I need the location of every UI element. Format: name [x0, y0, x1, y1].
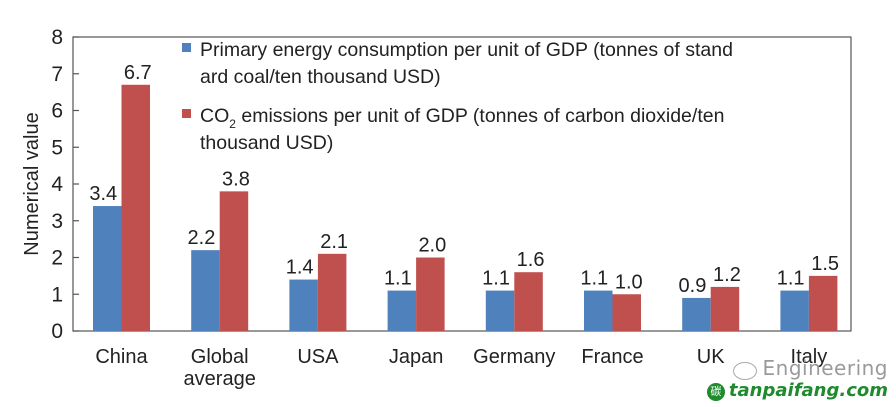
watermark-engineering: Engineering [762, 356, 888, 380]
y-axis-title: Numerical value [21, 112, 43, 255]
legend-swatch-co2 [182, 109, 191, 118]
bar-energy [485, 290, 515, 331]
y-tick-label: 8 [51, 26, 63, 49]
wechat-icon [732, 361, 757, 380]
data-label: 2.0 [418, 235, 446, 257]
bar-co2 [317, 253, 347, 331]
bar-co2 [219, 191, 249, 331]
data-label: 1.4 [286, 257, 314, 279]
bar-co2 [808, 275, 838, 331]
category-label: Italy [791, 346, 828, 368]
category-label: Global [191, 346, 249, 368]
y-tick-label: 2 [51, 247, 63, 270]
data-label: 1.1 [384, 268, 412, 290]
bar-energy [387, 290, 417, 331]
data-label: 1.1 [777, 268, 805, 290]
bar-co2 [612, 294, 641, 331]
category-label: Japan [389, 346, 444, 368]
data-label: 1.5 [811, 253, 839, 275]
data-label: 1.1 [482, 268, 510, 290]
legend-swatch-energy [182, 43, 191, 52]
y-axis: 0 1 2 3 4 5 6 7 8 [51, 26, 79, 343]
category-label: average [184, 368, 256, 390]
data-label: 1.6 [517, 249, 545, 271]
bar-co2 [121, 84, 150, 332]
y-tick-label: 7 [51, 63, 63, 86]
y-tick-label: 0 [51, 320, 63, 343]
y-tick-label: 1 [51, 283, 63, 306]
watermark: Engineering 碳 tanpaifang.com [706, 356, 888, 401]
category-label: France [581, 346, 643, 368]
data-labels: 3.4 6.7 2.2 3.8 1.4 2.1 1.1 2.0 1.1 1.6 1.1 1.0 0.9 1… [89, 62, 839, 297]
data-label: 2.2 [188, 227, 216, 249]
data-label: 1.0 [615, 271, 643, 293]
bar-energy [682, 297, 711, 331]
legend-label-co2-cont: thousand USD) [200, 132, 333, 154]
y-tick-label: 3 [51, 210, 63, 233]
bar-co2 [514, 272, 543, 331]
bar-co2 [710, 286, 740, 331]
y-tick-label: 4 [51, 173, 63, 196]
data-label: 6.7 [124, 62, 152, 84]
data-label: 0.9 [679, 275, 707, 297]
legend-label-energy: Primary energy consumption per unit of G… [200, 39, 733, 61]
data-label: 1.1 [580, 268, 608, 290]
category-label: UK [697, 346, 725, 368]
watermark-site: tanpaifang.com [728, 380, 888, 401]
legend-label-energy-cont: ard coal/ten thousand USD) [200, 66, 441, 88]
category-label: USA [297, 346, 339, 368]
bar-co2 [416, 257, 445, 331]
data-label: 3.8 [222, 168, 250, 190]
data-label: 3.4 [89, 183, 117, 205]
category-label: China [95, 346, 148, 368]
legend: Primary energy consumption per unit of G… [182, 39, 733, 154]
category-label: Germany [473, 346, 555, 368]
data-label: 2.1 [320, 231, 348, 253]
bars [93, 84, 838, 332]
bar-energy [191, 250, 220, 331]
tanpaifang-logo-icon: 碳 [706, 382, 725, 401]
y-tick-label: 6 [51, 100, 63, 123]
bar-energy [780, 290, 809, 331]
bar-energy [584, 290, 613, 331]
bar-energy [93, 206, 122, 331]
y-tick-label: 5 [51, 136, 63, 159]
data-label: 1.2 [713, 264, 741, 286]
bar-energy [289, 279, 318, 331]
legend-label-co2: CO2 emissions per unit of GDP (tonnes of… [200, 105, 724, 131]
